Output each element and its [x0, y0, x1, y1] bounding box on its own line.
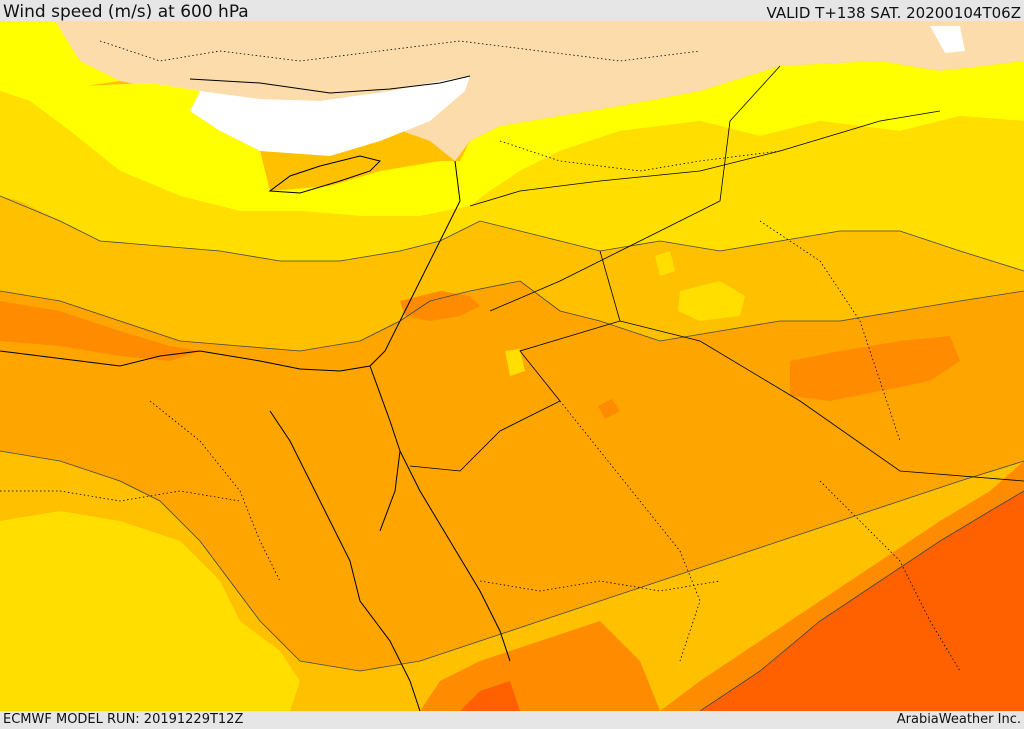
model-run-label: ECMWF MODEL RUN: 20191229T12Z: [3, 712, 244, 727]
wind-band-orange-east: [790, 336, 960, 401]
wind-band-orange-dark-s: [460, 681, 520, 711]
wind-speed-map[interactable]: [0, 21, 1024, 711]
footer-bar: ECMWF MODEL RUN: 20191229T12Z ArabiaWeat…: [0, 711, 1024, 729]
wind-band-white-east: [930, 26, 965, 53]
wind-band-orange-west: [0, 301, 200, 361]
wind-band-orange-small: [598, 399, 620, 419]
wind-pocket-yellow-1: [678, 281, 745, 321]
country-borders: [409, 65, 1024, 482]
wind-band-orange-light: [0, 281, 1024, 671]
wind-band-orange-central: [400, 291, 480, 321]
valid-time: VALID T+138 SAT. 20200104T06Z: [766, 4, 1021, 22]
coastlines: [0, 75, 511, 711]
wind-band-orange-s: [420, 621, 660, 711]
credit-label: ArabiaWeather Inc.: [896, 712, 1021, 727]
land-region-north: [50, 21, 1024, 161]
wind-pocket-yellow-2: [655, 251, 675, 276]
wind-pocket-yellow-3: [505, 349, 525, 376]
contour-lines: [0, 195, 1024, 711]
title-bar: Wind speed (m/s) at 600 hPa VALID T+138 …: [0, 0, 1024, 22]
province-borders: [0, 40, 961, 672]
map-title: Wind speed (m/s) at 600 hPa: [3, 2, 249, 22]
wind-band-yellow-sw: [0, 511, 300, 711]
wind-band-orange-dark: [700, 491, 1024, 711]
wind-band-yellow-bright: [0, 21, 1024, 216]
